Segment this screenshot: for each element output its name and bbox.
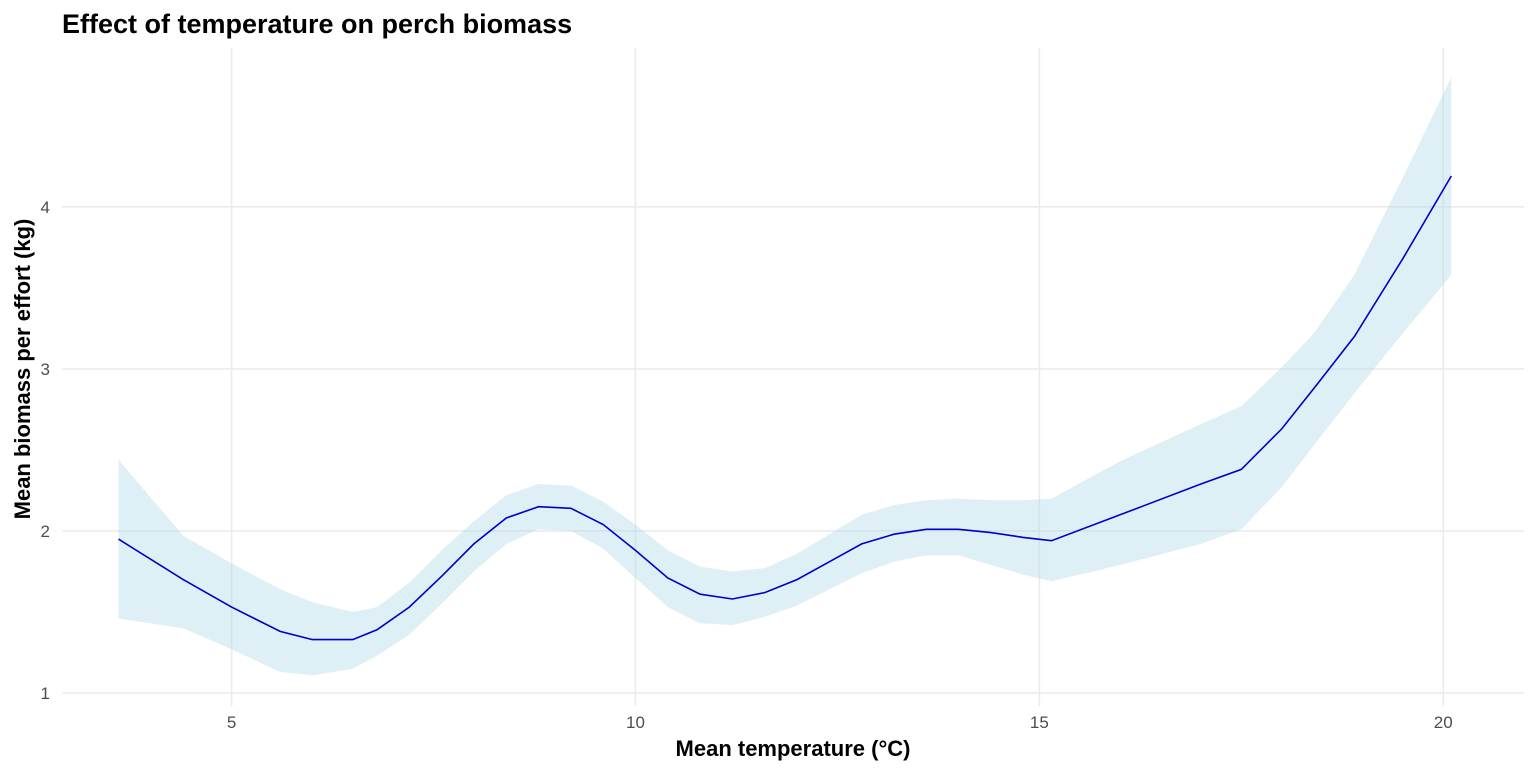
x-tick-label: 15 <box>1030 713 1049 732</box>
trend-line <box>118 175 1452 641</box>
x-axis-title: Mean temperature (°C) <box>676 736 911 761</box>
x-tick-label: 20 <box>1434 713 1453 732</box>
y-axis-title: Mean biomass per effort (kg) <box>10 219 35 520</box>
x-tick-label: 5 <box>227 713 236 732</box>
gridlines <box>62 48 1524 706</box>
chart-title: Effect of temperature on perch biomass <box>62 9 572 39</box>
x-tick-label: 10 <box>626 713 645 732</box>
y-axis-ticks: 1 2 3 4 <box>41 198 50 703</box>
x-axis-ticks: 5 10 15 20 <box>227 713 1453 732</box>
confidence-ribbon <box>118 77 1452 676</box>
y-tick-label: 2 <box>41 522 50 541</box>
y-tick-label: 4 <box>41 198 50 217</box>
y-tick-label: 3 <box>41 360 50 379</box>
y-tick-label: 1 <box>41 684 50 703</box>
